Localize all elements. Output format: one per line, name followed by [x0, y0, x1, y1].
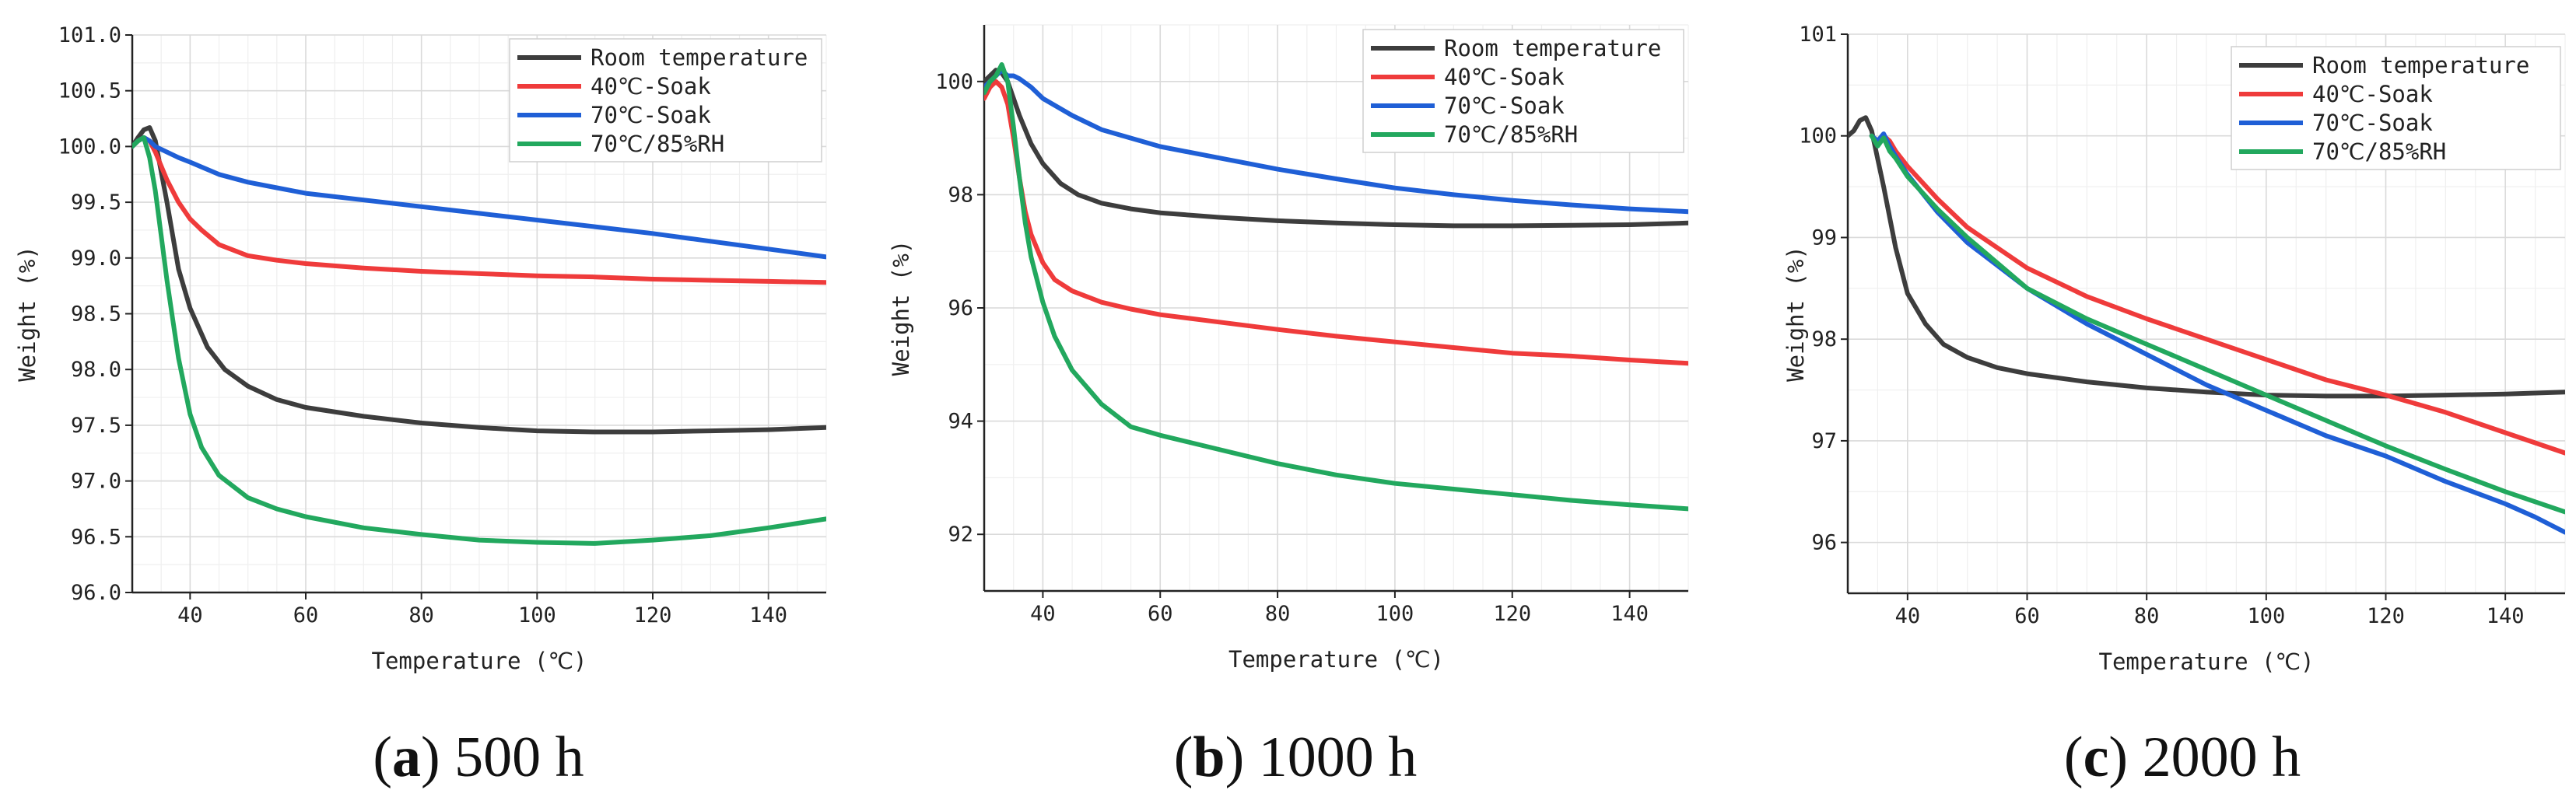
y-tick-label: 98: [1811, 327, 1837, 351]
y-tick-label: 98.0: [71, 358, 121, 382]
caption-text: 500 h: [454, 725, 584, 789]
chart-panel-a: 40 60 80 100 120 140 96.0 96.5 97.0 97.5 98.0 98.5 9…: [14, 23, 827, 789]
x-tick-label: 100: [518, 603, 556, 627]
y-tick-label: 96.0: [71, 581, 121, 605]
panel-caption: (c) 2000 h: [2064, 725, 2301, 789]
y-tick-label: 94: [948, 410, 973, 434]
y-tick-label: 98: [948, 183, 973, 207]
chart-panel-b: 40 60 80 100 120 140 92 94 96 98 100 Temperature (℃…: [888, 24, 1689, 789]
x-axis-label: Temperature (℃): [1228, 646, 1444, 673]
y-tick-label: 98.5: [71, 302, 121, 327]
series-line-0: [1848, 115, 2565, 399]
y-tick-label: 96: [1811, 531, 1837, 555]
x-tick-label: 80: [408, 603, 434, 627]
y-tick-label: 96: [948, 296, 973, 320]
y-tick-label: 97.5: [71, 414, 121, 438]
legend-label-3: 70℃/85%RH: [1444, 121, 1578, 148]
series-line-1: [1869, 133, 2565, 456]
major-grid: [132, 34, 826, 593]
y-axis-label: Weight (%): [888, 240, 914, 376]
legend-label-3: 70℃/85%RH: [2312, 138, 2446, 165]
x-tick-label: 120: [1493, 602, 1531, 626]
series-line-0: [132, 125, 826, 435]
series-line-3: [984, 62, 1688, 512]
x-axis-label: Temperature (℃): [2098, 648, 2314, 675]
y-tick-label: 99: [1811, 225, 1837, 250]
series-line-3: [1869, 133, 2565, 515]
x-tick-label: 140: [749, 603, 787, 627]
y-tick-label: 99.0: [71, 246, 121, 271]
legend-label-0: Room temperature: [591, 44, 808, 71]
caption-letter: b: [1193, 725, 1225, 789]
major-grid: [1848, 33, 2565, 593]
y-tick-label: 100: [1799, 124, 1837, 149]
legend-label-1: 40℃-Soak: [1444, 64, 1565, 90]
legend-label-1: 40℃-Soak: [591, 73, 711, 100]
x-tick-label: 80: [2134, 604, 2160, 628]
legend-label-0: Room temperature: [2312, 52, 2529, 79]
y-tick-label: 101: [1799, 23, 1837, 47]
series-line-2: [1869, 131, 2565, 535]
legend-label-0: Room temperature: [1444, 35, 1661, 61]
legend-label-3: 70℃/85%RH: [591, 131, 724, 157]
x-tick-label: 100: [1376, 602, 1414, 626]
x-tick-label: 60: [1148, 602, 1173, 626]
panel-caption: (b) 1000 h: [1174, 725, 1417, 789]
y-tick-label: 100.5: [58, 79, 121, 103]
legend-label-2: 70℃-Soak: [591, 102, 711, 128]
legend-label-1: 40℃-Soak: [2312, 81, 2433, 107]
chart-panel-c: 40 60 80 100 120 140 96 97 98 99 100 101 Temperature…: [1782, 23, 2566, 789]
x-tick-label: 140: [1610, 602, 1649, 626]
caption-letter: c: [2084, 725, 2109, 789]
x-tick-label: 40: [1030, 602, 1056, 626]
x-tick-label: 60: [293, 603, 319, 627]
caption-text: 1000 h: [1259, 725, 1418, 789]
y-tick-label: 101.0: [58, 23, 121, 47]
y-tick-label: 96.5: [71, 525, 121, 549]
x-tick-label: 40: [1895, 604, 1921, 628]
x-axis-label: Temperature (℃): [371, 648, 587, 674]
y-tick-label: 97: [1811, 429, 1837, 453]
y-tick-label: 92: [948, 523, 973, 547]
x-tick-label: 140: [2487, 604, 2525, 628]
y-axis-label: Weight (%): [1782, 246, 1809, 382]
x-tick-label: 40: [177, 603, 203, 627]
y-tick-label: 99.5: [71, 191, 121, 215]
y-tick-label: 100.0: [58, 135, 121, 159]
legend-label-2: 70℃-Soak: [2312, 110, 2433, 136]
panel-caption: (a) 500 h: [373, 725, 584, 789]
caption-letter: a: [392, 725, 421, 789]
series-line-1: [984, 79, 1688, 366]
y-axis-label: Weight (%): [14, 246, 40, 382]
major-grid: [984, 25, 1688, 591]
legend-label-2: 70℃-Soak: [1444, 93, 1565, 119]
x-tick-label: 60: [2014, 604, 2040, 628]
x-tick-label: 120: [634, 603, 672, 627]
caption-text: 2000 h: [2143, 725, 2301, 789]
series-line-2: [132, 135, 826, 260]
y-tick-label: 100: [935, 70, 973, 94]
x-tick-label: 120: [2367, 604, 2405, 628]
x-tick-label: 80: [1265, 602, 1291, 626]
x-tick-label: 100: [2247, 604, 2285, 628]
y-tick-label: 97.0: [71, 470, 121, 494]
series-line-3: [132, 135, 826, 546]
legend: Room temperature 40℃-Soak 70℃-Soak70℃/85%R…: [1362, 29, 1684, 153]
